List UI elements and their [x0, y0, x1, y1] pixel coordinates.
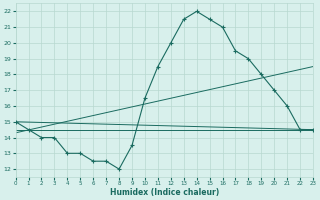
X-axis label: Humidex (Indice chaleur): Humidex (Indice chaleur): [110, 188, 219, 197]
